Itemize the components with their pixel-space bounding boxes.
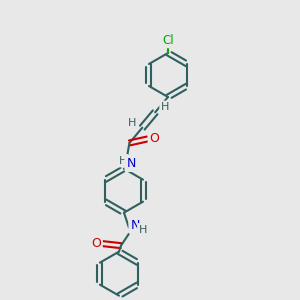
Text: O: O <box>91 237 101 250</box>
Text: Cl: Cl <box>162 34 174 46</box>
Text: O: O <box>149 133 159 146</box>
Text: H: H <box>128 118 136 128</box>
Text: N: N <box>126 157 136 170</box>
Text: H: H <box>139 225 147 235</box>
Text: H: H <box>161 102 169 112</box>
Text: N: N <box>130 219 140 232</box>
Text: H: H <box>119 156 127 166</box>
